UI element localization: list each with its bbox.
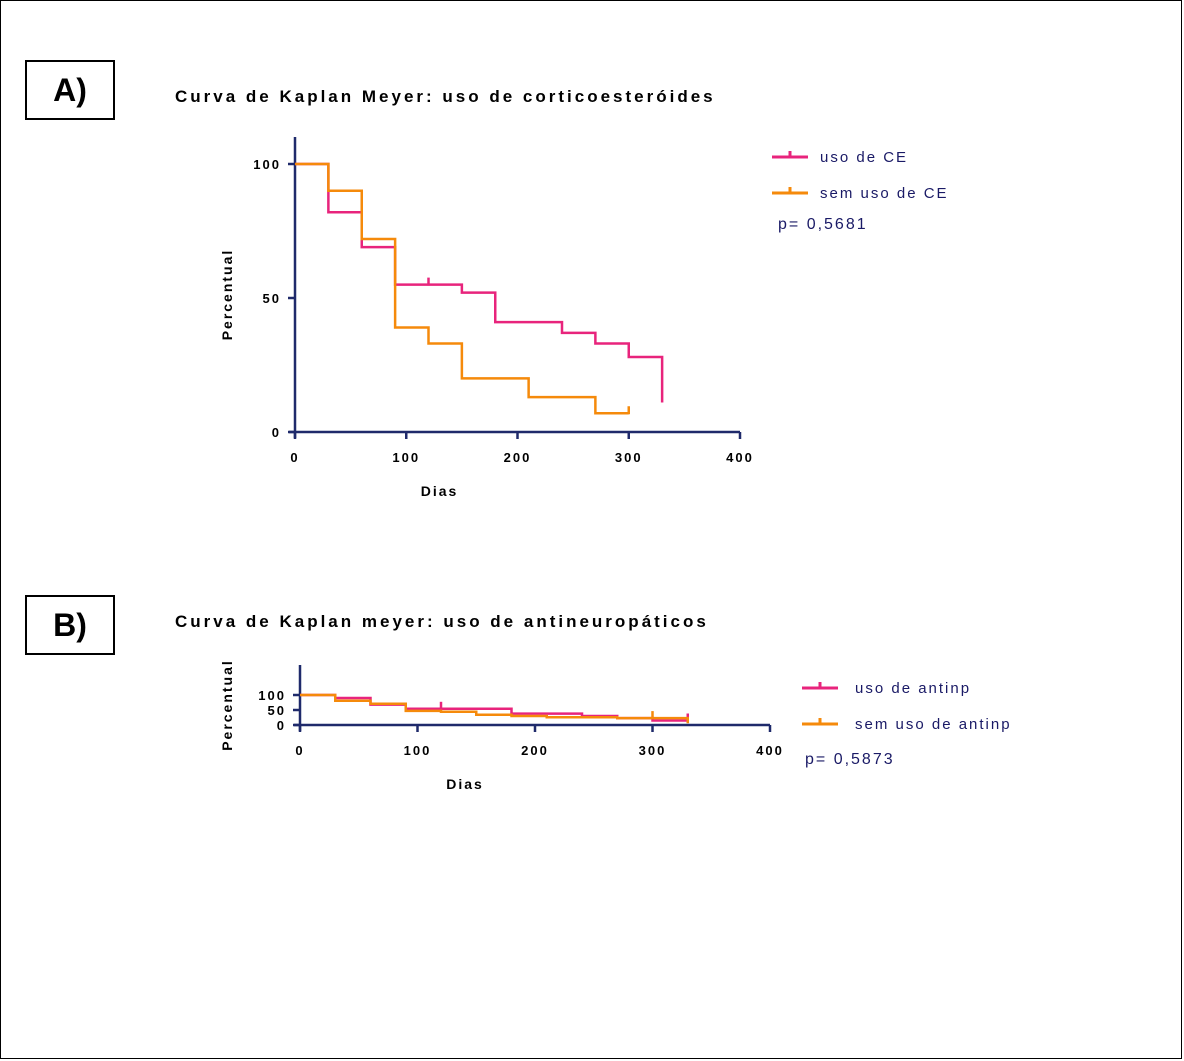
x-tick-label-a: 400 [726,450,754,465]
x-tick-label-b: 200 [521,743,549,758]
x-tick-label-b: 0 [295,743,304,758]
legend-label-a-1: uso de CE [820,149,908,166]
y-tick-label-b: 100 [258,688,286,703]
survival-curve-a-2 [295,162,629,415]
survival-curve-b-1 [300,693,688,722]
x-tick-label-a: 200 [504,450,532,465]
p-value-b: p= 0,5873 [805,751,895,768]
y-tick-label-a: 0 [272,425,281,440]
legend-label-a-2: sem uso de CE [820,185,949,202]
x-tick-label-b: 400 [756,743,784,758]
x-tick-label-a: 300 [615,450,643,465]
y-axis-title-b: Percentual [219,659,235,751]
x-tick-label-b: 100 [404,743,432,758]
x-tick-label-a: 100 [392,450,420,465]
survival-curve-a-1 [295,162,664,403]
y-tick-label-b: 0 [277,718,286,733]
chart-title-a: Curva de Kaplan Meyer: uso de corticoest… [175,87,716,106]
chart-title-b: Curva de Kaplan meyer: uso de antineurop… [175,612,709,631]
panel-label-a: A) [25,60,115,120]
x-tick-label-b: 300 [639,743,667,758]
legend-label-b-1: uso de antinp [855,680,971,697]
survival-curve-b-2 [300,693,689,724]
y-tick-label-a: 50 [263,291,281,306]
legend-label-b-2: sem uso de antinp [855,716,1012,733]
y-axis-title-a: Percentual [219,249,235,341]
y-tick-label-b: 50 [268,703,286,718]
panel-label-b: B) [25,595,115,655]
p-value-a: p= 0,5681 [778,216,868,233]
x-tick-label-a: 0 [290,450,299,465]
y-tick-label-a: 100 [253,157,281,172]
x-axis-title-b: Dias [446,776,484,792]
x-axis-title-a: Dias [421,483,459,499]
